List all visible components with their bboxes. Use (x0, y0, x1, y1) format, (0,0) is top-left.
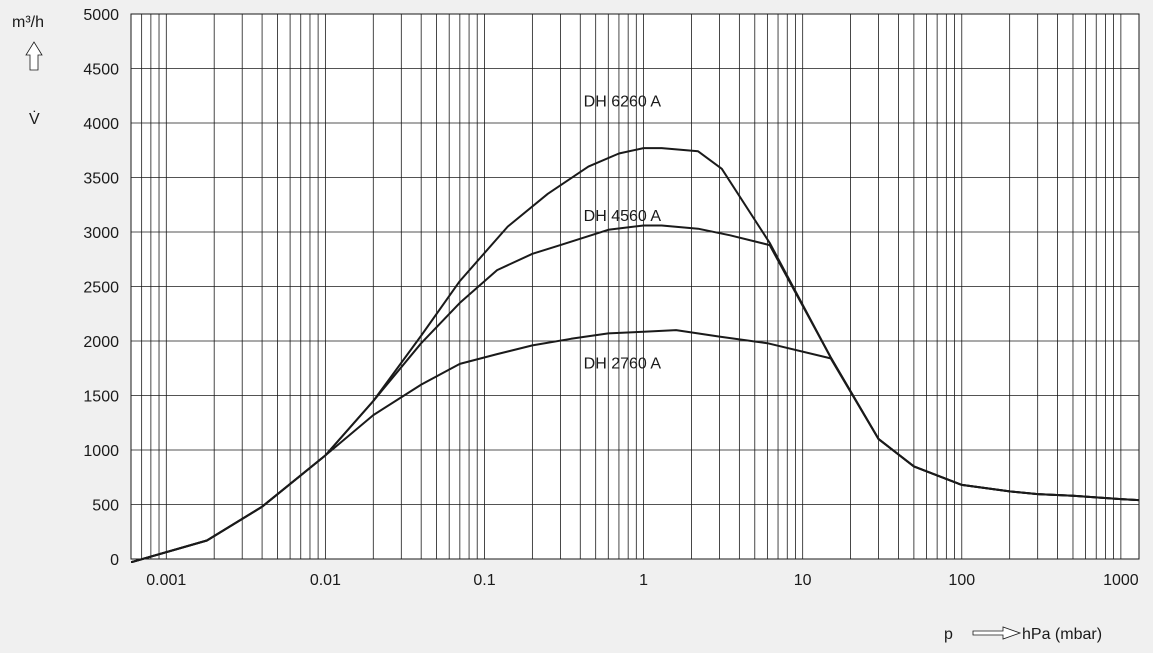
series-labels: DH 6260 A DH 4560 A DH 2760 A (584, 94, 662, 373)
x-tick-label: 0.1 (473, 572, 495, 589)
x-tick-label: 10 (794, 572, 812, 589)
y-tick-label: 4500 (83, 62, 119, 79)
x-tick-label: 100 (948, 572, 975, 589)
y-axis-symbol: V̇ (29, 110, 40, 128)
y-tick-label: 4000 (83, 116, 119, 133)
y-tick-label: 500 (92, 498, 119, 515)
x-axis-right-arrow-icon (972, 626, 1022, 640)
y-tick-label: 5000 (83, 7, 119, 24)
x-axis-ticks: 0.001 0.01 0.1 1 10 100 1000 (146, 572, 1138, 589)
y-tick-label: 1000 (83, 443, 119, 460)
curves (131, 147, 1139, 563)
y-axis-up-arrow-icon (25, 41, 43, 71)
y-axis-unit: m³/h (12, 14, 44, 31)
y-tick-label: 3000 (83, 225, 119, 242)
grid (130, 14, 1139, 559)
x-tick-label: 1000 (1103, 572, 1139, 589)
series-label-dh-4560-a: DH 4560 A (584, 208, 662, 225)
x-axis-unit: hPa (mbar) (1022, 626, 1102, 643)
series-label-dh-6260-a: DH 6260 A (584, 94, 662, 111)
y-tick-label: 3500 (83, 171, 119, 188)
x-tick-label: 0.01 (310, 572, 341, 589)
series-label-dh-2760-a: DH 2760 A (584, 355, 662, 372)
y-tick-label: 1500 (83, 389, 119, 406)
x-tick-label: 0.001 (146, 572, 186, 589)
y-tick-label: 2500 (83, 280, 119, 297)
series-line-dh-2760-a (131, 329, 1139, 563)
y-tick-label: 0 (110, 552, 119, 569)
x-tick-label: 1 (639, 572, 648, 589)
y-tick-label: 2000 (83, 334, 119, 351)
x-axis-symbol: p (944, 626, 953, 643)
y-axis-ticks: 0 500 1000 1500 2000 2500 3000 3500 4000 4500 5000 (83, 7, 119, 569)
